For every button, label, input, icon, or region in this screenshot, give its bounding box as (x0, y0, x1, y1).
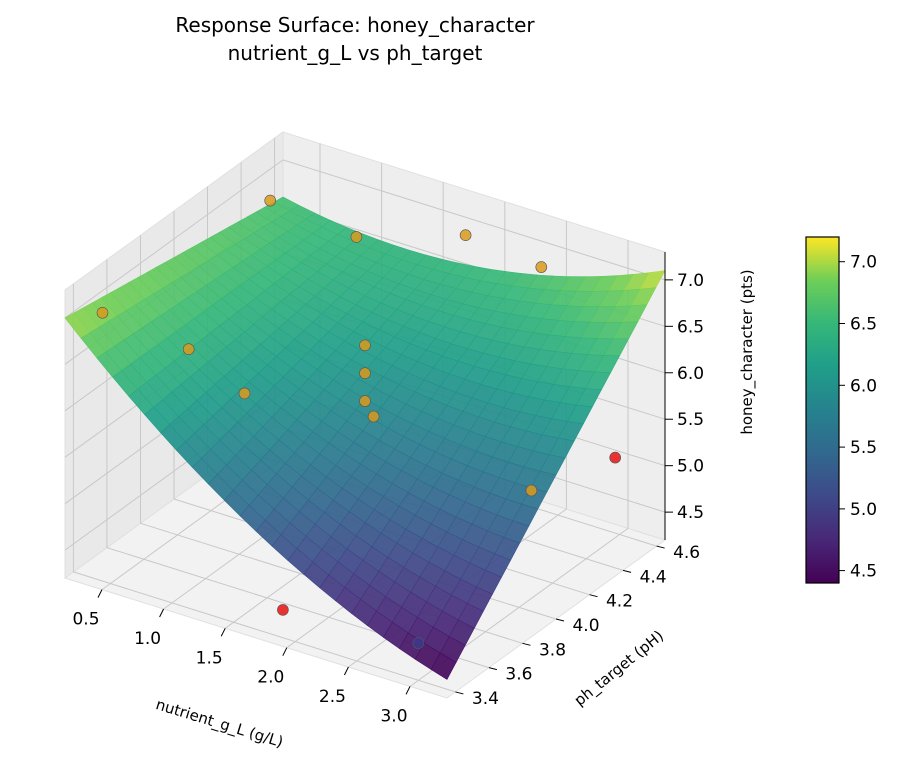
x-tick-mark (343, 666, 349, 676)
data-point (459, 229, 472, 241)
x-axis-label: nutrient_g_L (g/L) (153, 695, 285, 752)
colorbar-tick-label: 5.0 (850, 500, 877, 520)
y-tick-mark (455, 691, 464, 695)
z-tick-label: 7.0 (677, 271, 704, 291)
x-tick-mark (97, 589, 103, 598)
data-point (359, 395, 371, 407)
y-tick-mark (488, 667, 498, 671)
data-point (238, 387, 251, 400)
y-tick-label: 4.2 (606, 592, 633, 612)
x-tick-mark (159, 608, 165, 618)
colorbar-tick-label: 6.0 (850, 376, 877, 396)
y-tick-label: 3.8 (539, 640, 566, 660)
y-tick-mark (522, 642, 531, 646)
y-tick-mark (622, 569, 632, 573)
data-point (350, 231, 363, 243)
colorbar-tick-label: 4.5 (850, 562, 877, 582)
x-tick-mark (282, 647, 288, 656)
data-point (277, 604, 289, 616)
data-point (525, 484, 538, 497)
surface-patch (430, 652, 457, 680)
data-points (96, 194, 622, 649)
y-axis-label: ph_target (pH) (571, 627, 668, 711)
response-surface (64, 196, 666, 680)
data-point (609, 451, 622, 464)
y-tick-label: 3.6 (505, 665, 532, 685)
x-tick-label: 3.0 (380, 706, 407, 726)
x-tick-label: 2.5 (319, 687, 346, 707)
data-point (359, 339, 371, 352)
y-tick-mark (589, 594, 598, 598)
z-axis-label: honey_character (pts) (738, 269, 757, 434)
x-tick-label: 1.5 (196, 648, 223, 668)
colorbar-gradient (805, 236, 840, 584)
z-tick-label: 6.0 (677, 364, 704, 384)
z-tick-label: 6.5 (677, 317, 704, 337)
z-tick-label: 4.5 (677, 503, 704, 523)
colorbar-ticks: 4.5 5.0 5.5 6.0 6.5 7.0 (839, 253, 877, 582)
chart-subtitle: nutrient_g_L vs ph_target (228, 41, 483, 65)
y-tick-mark (656, 545, 665, 549)
y-tick-label: 4.0 (572, 616, 599, 636)
data-point (412, 637, 425, 649)
colorbar-tick-label: 5.5 (850, 438, 877, 458)
grid-line-z (64, 159, 666, 319)
grid-line-y (72, 283, 456, 693)
x-tick-label: 1.0 (134, 629, 161, 649)
y-tick-label: 3.4 (472, 689, 499, 709)
x-tick-mark (405, 686, 411, 695)
colorbar: 4.5 5.0 5.5 6.0 6.5 7.0 (805, 236, 877, 584)
y-tick-label: 4.6 (673, 543, 700, 563)
z-tick-label: 5.0 (677, 457, 704, 477)
colorbar-tick-label: 6.5 (850, 315, 877, 335)
data-point (96, 306, 109, 319)
data-point (359, 367, 371, 380)
data-point (367, 410, 380, 423)
data-point (264, 194, 277, 207)
chart-title: Response Surface: honey_character (175, 13, 535, 37)
colorbar-tick-label: 7.0 (850, 253, 877, 273)
x-tick-mark (220, 628, 226, 637)
x-tick-label: 2.0 (257, 668, 284, 688)
x-tick-label: 0.5 (72, 610, 99, 630)
y-tick-label: 4.4 (640, 567, 667, 587)
data-point (182, 343, 195, 356)
y-tick-mark (555, 618, 565, 622)
axes-ticks: 0.5 1.0 1.5 2.0 2.5 3.0 3.4 3.6 3.8 4.0 4.2 4.4 4.6 4… (72, 252, 704, 726)
z-tick-label: 5.5 (677, 410, 704, 430)
data-point (535, 261, 548, 273)
